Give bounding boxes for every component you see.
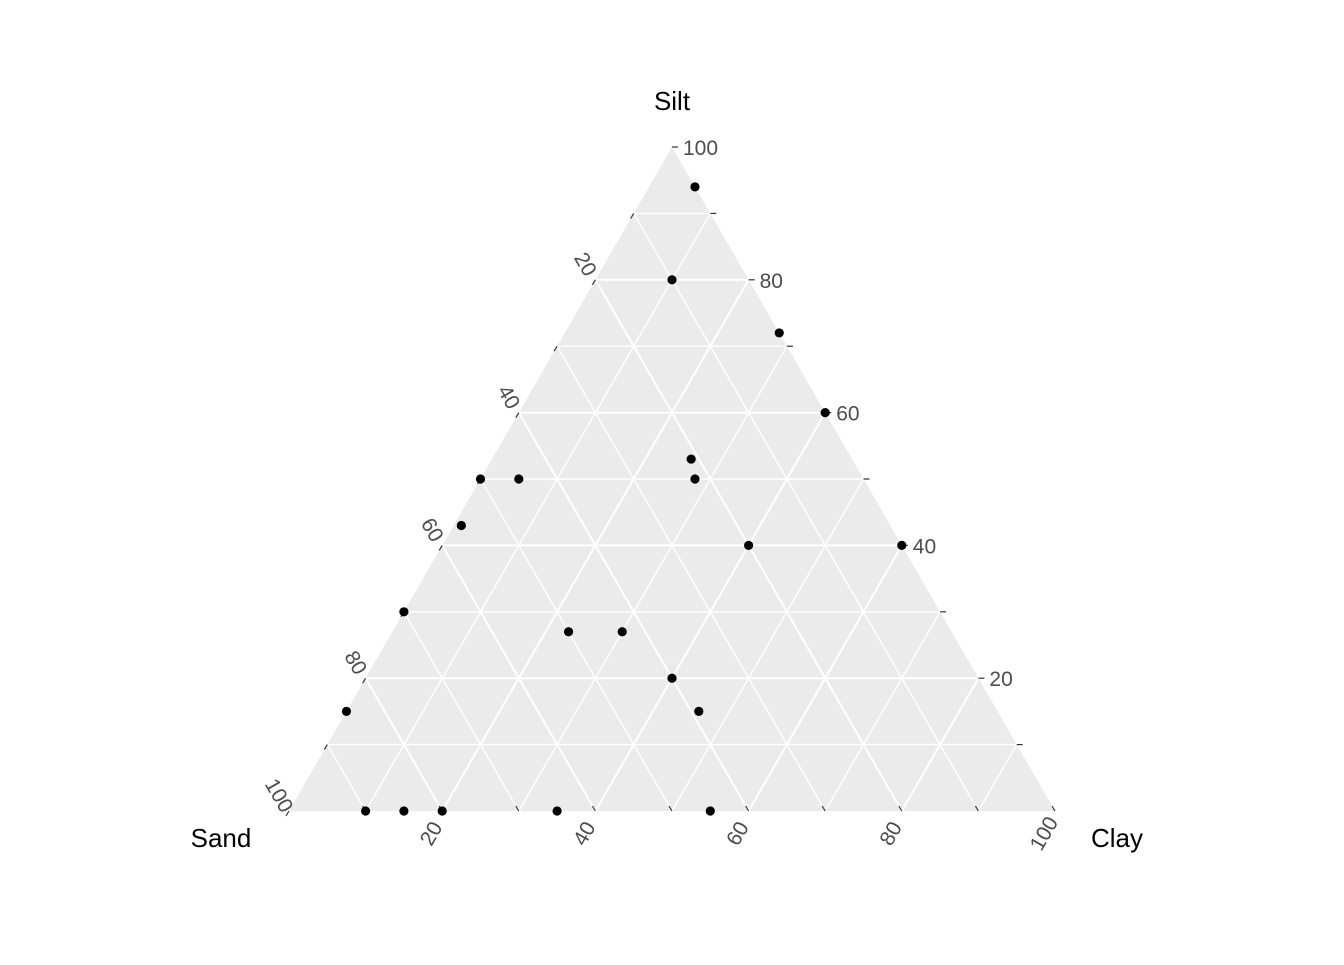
tick-clay-80 bbox=[898, 805, 903, 812]
data-point bbox=[774, 328, 784, 338]
data-point bbox=[686, 454, 696, 464]
gridline-sand-50 bbox=[479, 478, 673, 812]
data-point bbox=[552, 806, 562, 816]
data-point bbox=[744, 540, 754, 551]
tick-clay-90 bbox=[974, 805, 979, 812]
data-point bbox=[563, 627, 574, 637]
tick-clay-30 bbox=[515, 805, 520, 812]
tick-sand-80 bbox=[362, 677, 367, 684]
tick-clay-50 bbox=[668, 805, 673, 812]
data-point bbox=[705, 806, 715, 816]
data-point bbox=[694, 706, 704, 717]
gridline-clay-80 bbox=[900, 677, 980, 812]
tick-label-sand-40: 40 bbox=[493, 381, 525, 413]
axis-title-silt: Silt bbox=[654, 86, 691, 116]
tick-sand-60 bbox=[438, 545, 443, 551]
tick-clay-70 bbox=[821, 805, 826, 812]
axis-title-sand: Sand bbox=[191, 823, 252, 853]
tick-label-clay-80: 80 bbox=[875, 818, 907, 850]
data-point bbox=[437, 806, 447, 816]
data-point bbox=[399, 607, 409, 617]
data-point bbox=[514, 474, 524, 484]
tick-clay-40 bbox=[591, 805, 596, 812]
data-point bbox=[667, 673, 677, 683]
data-point bbox=[667, 275, 677, 285]
tick-label-clay-100: 100 bbox=[1026, 813, 1063, 855]
tick-label-silt-100: 100 bbox=[683, 137, 718, 160]
data-point bbox=[475, 474, 486, 484]
data-point bbox=[341, 706, 352, 717]
data-point bbox=[897, 540, 907, 551]
tick-sand-100 bbox=[285, 810, 290, 817]
tick-label-silt-60: 60 bbox=[836, 403, 859, 426]
tick-sand-20 bbox=[591, 279, 596, 286]
tick-label-silt-20: 20 bbox=[989, 668, 1012, 691]
data-point bbox=[456, 520, 466, 531]
tick-label-sand-60: 60 bbox=[416, 514, 448, 546]
tick-label-clay-60: 60 bbox=[722, 818, 754, 850]
tick-clay-60 bbox=[745, 805, 750, 812]
tick-label-silt-40: 40 bbox=[913, 535, 936, 558]
data-point bbox=[690, 474, 700, 484]
gridline-clay-60 bbox=[747, 544, 903, 812]
gridline-clay-50 bbox=[671, 478, 865, 812]
tick-label-clay-40: 40 bbox=[569, 818, 601, 850]
gridline-clay-10 bbox=[364, 213, 711, 812]
tick-sand-10 bbox=[630, 213, 635, 219]
gridline-clay-30 bbox=[518, 345, 788, 812]
gridline-sand-70 bbox=[403, 611, 520, 812]
axis-title-clay: Clay bbox=[1091, 823, 1143, 853]
tick-label-clay-20: 20 bbox=[416, 818, 448, 850]
gridline-sand-80 bbox=[364, 677, 444, 812]
gridline-sand-60 bbox=[441, 544, 597, 812]
tick-clay-100 bbox=[1051, 805, 1056, 812]
tick-sand-40 bbox=[515, 412, 520, 418]
data-point bbox=[361, 806, 371, 816]
gridline-sand-90 bbox=[326, 744, 367, 812]
tick-label-sand-20: 20 bbox=[569, 249, 601, 281]
tick-sand-90 bbox=[323, 744, 328, 750]
tick-sand-30 bbox=[553, 345, 558, 352]
data-point bbox=[617, 627, 627, 637]
tick-label-sand-80: 80 bbox=[339, 647, 371, 679]
data-point bbox=[399, 806, 409, 816]
data-point bbox=[690, 182, 700, 192]
gridline-clay-90 bbox=[977, 744, 1018, 812]
tick-label-silt-80: 80 bbox=[760, 270, 783, 293]
gridline-clay-70 bbox=[824, 611, 941, 812]
data-point bbox=[820, 408, 830, 418]
gridline-sand-10 bbox=[633, 213, 980, 812]
gridline-sand-30 bbox=[556, 345, 826, 812]
